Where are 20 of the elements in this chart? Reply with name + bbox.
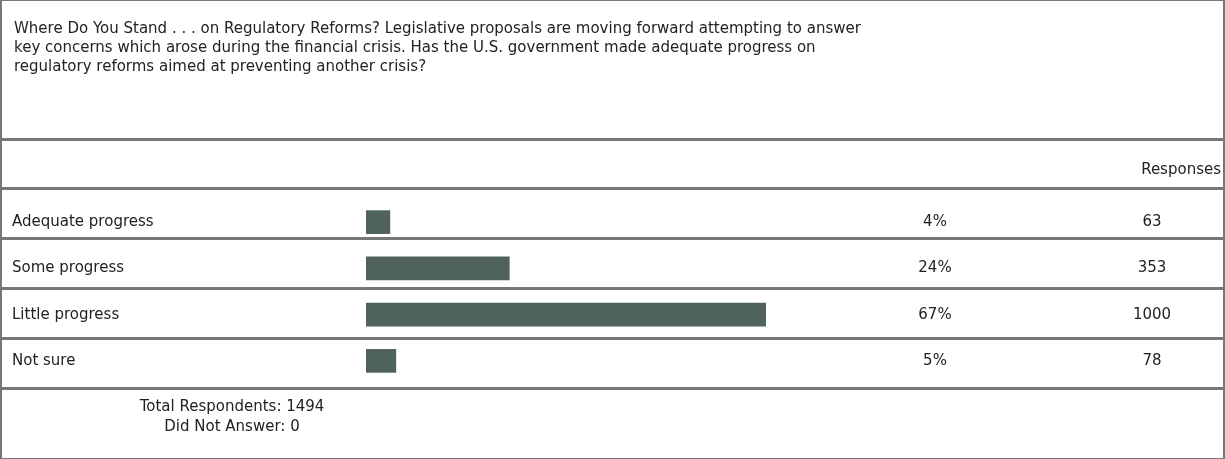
bar (366, 256, 510, 281)
bar (366, 349, 397, 373)
bar (366, 210, 391, 234)
text: 78 (1142, 350, 1162, 369)
data-label: 24% (918, 258, 952, 277)
text: Responses (1141, 160, 1221, 178)
text: 353 (1137, 258, 1167, 277)
data-label: 4% (923, 212, 947, 231)
text: 1000 (1132, 304, 1172, 323)
chart-title: Where Do You Stand . . . on Regulatory Reforms? Legislative proposals are moving forward attempting to answer key concerns which arose during the financial crisis. Has the U.S. government made adequate progress on regulatory reforms aimed at preventing another crisis? (14, 19, 862, 76)
y-tick-label: Little progress (12, 304, 120, 323)
bar (366, 302, 766, 327)
data-label: 67% (918, 304, 952, 323)
y-tick-label: Not sure (12, 350, 76, 369)
y-tick-label: Some progress (12, 258, 125, 277)
text: 63 (1142, 212, 1162, 231)
text: Did Not Answer: 0 (163, 416, 301, 436)
y-tick-label: Adequate progress (12, 212, 154, 231)
data-label: 5% (923, 350, 947, 369)
text: Total Respondents: 1494 (138, 396, 326, 416)
